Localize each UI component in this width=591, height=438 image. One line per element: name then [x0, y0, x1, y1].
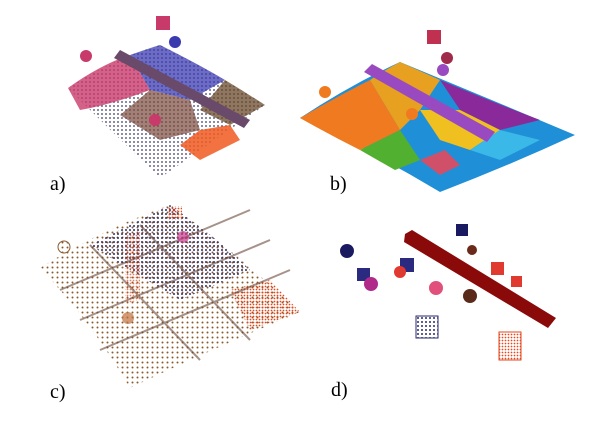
sphere	[467, 245, 477, 255]
patch	[68, 55, 150, 110]
sphere	[441, 52, 453, 64]
patch	[230, 280, 300, 330]
patch	[180, 125, 240, 160]
sphere	[429, 281, 443, 295]
patch	[420, 150, 460, 175]
panel-a	[68, 16, 265, 178]
patch	[360, 130, 420, 170]
cube	[168, 206, 182, 220]
sphere	[80, 50, 92, 62]
patch	[420, 110, 500, 150]
sphere	[374, 106, 386, 118]
sphere	[394, 266, 406, 278]
panel-label: b)	[330, 173, 347, 195]
cube	[357, 268, 370, 281]
panel-label: c)	[50, 381, 66, 403]
cube	[156, 16, 170, 30]
patch	[470, 130, 540, 160]
cube	[498, 331, 522, 361]
bar	[404, 230, 556, 328]
sphere	[122, 312, 134, 324]
sphere	[340, 244, 354, 258]
patch	[300, 80, 400, 150]
sphere	[319, 86, 331, 98]
panel-c	[40, 205, 300, 388]
bar	[364, 64, 495, 142]
grid-lines	[59, 209, 291, 361]
cube	[427, 30, 441, 44]
cube	[415, 315, 439, 339]
sphere	[57, 240, 71, 254]
sphere	[437, 64, 449, 76]
panel-label: a)	[50, 173, 66, 195]
patch	[440, 80, 540, 130]
sphere	[406, 108, 418, 120]
cube	[456, 224, 468, 236]
sphere	[177, 231, 189, 243]
sphere	[364, 277, 378, 291]
panel-label: d)	[331, 379, 348, 401]
sphere	[463, 289, 477, 303]
cube	[491, 262, 504, 275]
patch	[130, 45, 225, 100]
panel-d	[340, 224, 556, 361]
sphere	[149, 114, 161, 126]
bar	[114, 50, 250, 128]
patch	[125, 232, 140, 304]
panel-b	[300, 30, 575, 192]
patch	[90, 205, 250, 300]
patch	[120, 90, 200, 140]
cube	[511, 276, 522, 287]
patch	[200, 80, 265, 125]
sphere	[169, 36, 181, 48]
